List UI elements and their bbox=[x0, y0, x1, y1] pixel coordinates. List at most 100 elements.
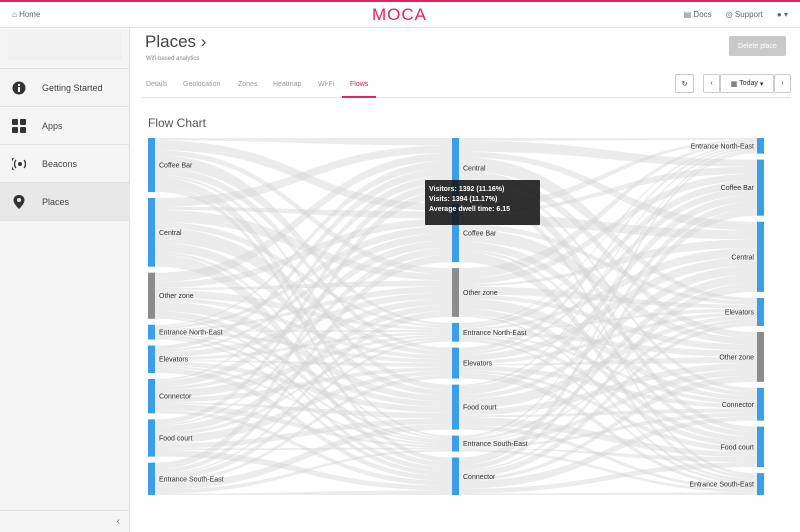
flow-link[interactable] bbox=[459, 241, 757, 397]
flow-link[interactable] bbox=[459, 314, 757, 482]
flow-link[interactable] bbox=[155, 297, 452, 360]
flow-link[interactable] bbox=[459, 425, 757, 490]
flow-link[interactable] bbox=[459, 187, 757, 355]
flow-link[interactable] bbox=[155, 225, 452, 329]
flow-link[interactable] bbox=[155, 301, 452, 402]
flow-node[interactable] bbox=[452, 138, 459, 198]
flow-link[interactable] bbox=[155, 242, 452, 396]
flow-link[interactable] bbox=[155, 336, 452, 436]
flow-link[interactable] bbox=[155, 280, 452, 290]
flow-link[interactable] bbox=[155, 247, 452, 426]
tab-flows[interactable]: Flows bbox=[350, 81, 369, 88]
flow-link[interactable] bbox=[155, 168, 452, 350]
sidebar-collapse-button[interactable]: ‹ bbox=[0, 510, 130, 532]
date-dropdown[interactable]: ▦ Today ▾ bbox=[720, 74, 774, 93]
flow-node[interactable] bbox=[148, 345, 155, 373]
flow-link[interactable] bbox=[155, 490, 452, 495]
flow-link[interactable] bbox=[459, 147, 757, 387]
flow-link[interactable] bbox=[459, 248, 757, 331]
flow-link[interactable] bbox=[459, 170, 757, 339]
flow-link[interactable] bbox=[459, 322, 757, 478]
flow-node[interactable] bbox=[757, 159, 764, 216]
sidebar-item-apps[interactable]: Apps bbox=[0, 106, 130, 144]
tab-geolocation[interactable]: Geolocation bbox=[183, 81, 221, 88]
flow-node[interactable] bbox=[452, 347, 459, 379]
flow-link[interactable] bbox=[459, 412, 757, 449]
flow-link[interactable] bbox=[459, 140, 757, 167]
flow-link[interactable] bbox=[459, 372, 757, 487]
flow-link[interactable] bbox=[459, 294, 757, 351]
flow-link[interactable] bbox=[155, 403, 452, 448]
flow-node[interactable] bbox=[757, 138, 764, 154]
flow-link[interactable] bbox=[459, 369, 757, 446]
moca-logo[interactable]: MOCA bbox=[372, 5, 427, 24]
flow-link[interactable] bbox=[459, 149, 757, 438]
flow-link[interactable] bbox=[459, 224, 757, 305]
flow-link[interactable] bbox=[155, 449, 452, 494]
flow-link[interactable] bbox=[459, 356, 757, 366]
flow-link[interactable] bbox=[155, 155, 452, 326]
flow-link[interactable] bbox=[459, 274, 757, 442]
flow-link[interactable] bbox=[155, 311, 452, 442]
flow-link[interactable] bbox=[155, 298, 452, 390]
flow-link[interactable] bbox=[155, 450, 452, 491]
flow-link[interactable] bbox=[459, 416, 757, 489]
flow-node[interactable] bbox=[148, 419, 155, 457]
flow-link[interactable] bbox=[459, 448, 757, 463]
flow-link[interactable] bbox=[155, 233, 452, 352]
flow-node[interactable] bbox=[452, 204, 459, 263]
flow-link[interactable] bbox=[459, 141, 757, 279]
flow-link[interactable] bbox=[459, 308, 757, 332]
flow-link[interactable] bbox=[459, 145, 757, 353]
flow-link[interactable] bbox=[459, 363, 757, 416]
flow-link[interactable] bbox=[155, 140, 452, 212]
flow-link[interactable] bbox=[459, 417, 757, 458]
flow-node[interactable] bbox=[148, 272, 155, 319]
flow-link[interactable] bbox=[459, 318, 757, 443]
flow-link[interactable] bbox=[155, 145, 452, 207]
flow-link[interactable] bbox=[155, 240, 452, 387]
flow-link[interactable] bbox=[459, 339, 757, 485]
flow-link[interactable] bbox=[155, 174, 452, 391]
flow-link[interactable] bbox=[155, 423, 452, 490]
flow-link[interactable] bbox=[459, 151, 757, 466]
flow-node[interactable] bbox=[757, 221, 764, 292]
flow-link[interactable] bbox=[459, 239, 757, 287]
flow-node[interactable] bbox=[148, 378, 155, 414]
flow-link[interactable] bbox=[459, 331, 757, 357]
flow-link[interactable] bbox=[155, 370, 452, 444]
flow-link[interactable] bbox=[155, 254, 452, 474]
tab-heatmap[interactable]: Heatmap bbox=[273, 81, 302, 88]
flow-link[interactable] bbox=[155, 187, 452, 463]
flow-link[interactable] bbox=[459, 265, 757, 399]
flow-link[interactable] bbox=[459, 283, 757, 472]
flow-link[interactable] bbox=[155, 360, 452, 367]
flow-link[interactable] bbox=[459, 192, 757, 476]
flow-link[interactable] bbox=[459, 173, 757, 285]
flow-node[interactable] bbox=[452, 322, 459, 342]
flow-link[interactable] bbox=[155, 329, 452, 333]
flow-link[interactable] bbox=[155, 304, 452, 433]
flow-link[interactable] bbox=[155, 160, 452, 326]
flow-link[interactable] bbox=[459, 311, 757, 365]
flow-link[interactable] bbox=[155, 418, 452, 449]
flow-node[interactable] bbox=[757, 426, 764, 468]
user-menu[interactable]: ● ▾ bbox=[777, 10, 788, 19]
sidebar-item-beacons[interactable]: Beacons bbox=[0, 144, 130, 182]
sidebar-item-places[interactable]: Places bbox=[0, 182, 130, 220]
flow-link[interactable] bbox=[155, 153, 452, 283]
flow-link[interactable] bbox=[155, 361, 452, 413]
docs-link[interactable]: ▤ Docs bbox=[684, 10, 712, 19]
flow-link[interactable] bbox=[459, 166, 757, 215]
flow-link[interactable] bbox=[155, 339, 452, 481]
flow-link[interactable] bbox=[155, 331, 452, 364]
flow-node[interactable] bbox=[452, 268, 459, 317]
flow-link[interactable] bbox=[155, 316, 452, 472]
flow-link[interactable] bbox=[155, 227, 452, 356]
flow-link[interactable] bbox=[155, 206, 452, 219]
flow-link[interactable] bbox=[155, 447, 452, 451]
tab-zones[interactable]: Zones bbox=[238, 81, 258, 88]
flow-link[interactable] bbox=[459, 370, 757, 452]
tab-wifi[interactable]: Wi-Fi bbox=[318, 81, 335, 88]
flow-link[interactable] bbox=[459, 286, 757, 309]
